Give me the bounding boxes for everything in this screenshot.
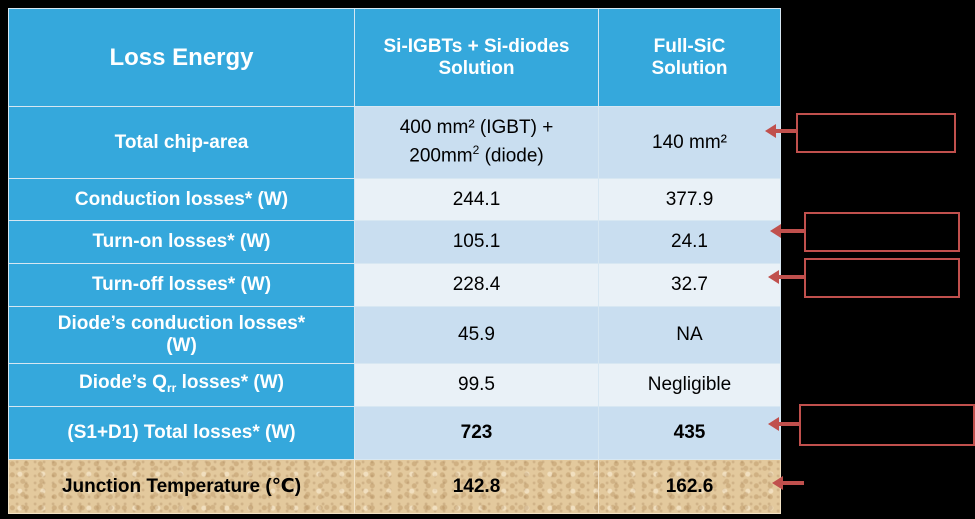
table-row: Turn-off losses* (W) 228.4 32.7 [8,263,781,307]
sic-value: NA [598,306,781,364]
si-value: 228.4 [354,263,599,307]
header-row: Loss Energy Si-IGBTs + Si-diodes Solutio… [8,8,781,107]
arrow-icon [772,476,804,490]
callout-box [804,258,960,298]
si-value: 723 [354,406,599,460]
row-label: Turn-on losses* (W) [8,220,355,264]
si-value: 99.5 [354,363,599,407]
header-si-line1: Si-IGBTs + Si-diodes [383,35,570,57]
si-value: 400 mm² (IGBT) + 200mm2 (diode) [354,106,599,179]
arrow-icon [768,270,805,284]
arrow-icon [770,224,805,238]
callout-box [799,404,975,446]
callout-box [804,212,960,252]
si-value: 244.1 [354,178,599,221]
si-value-line2: 200mm2 (diode) [359,139,594,167]
si-value-part: (diode) [479,145,544,167]
row-label: Junction Temperature (℃) [8,459,355,514]
header-si-line2: Solution [438,57,515,79]
row-label: Turn-off losses* (W) [8,263,355,307]
arrow-icon [765,124,797,138]
table-row: Total chip-area 400 mm² (IGBT) + 200mm2 … [8,106,781,179]
si-value-part: 200mm [409,145,473,167]
si-value-line1: 400 mm² (IGBT) + [399,117,554,139]
sic-value: 140 mm² [598,106,781,179]
sic-value: 24.1 [598,220,781,264]
row-label: Diode’s Qrr losses* (W) [8,363,355,407]
sic-value: 377.9 [598,178,781,221]
si-value: 45.9 [354,306,599,364]
arrow-icon [768,417,800,431]
table-row: (S1+D1) Total losses* (W) 723 435 [8,406,781,460]
table-row: Conduction losses* (W) 244.1 377.9 [8,178,781,221]
subscript: rr [166,380,177,395]
row-label-line1: Diode’s conduction losses* [57,313,306,334]
si-value: 105.1 [354,220,599,264]
superscript: 2 [472,143,480,158]
table-row: Turn-on losses* (W) 105.1 24.1 [8,220,781,264]
sic-value: Negligible [598,363,781,407]
label-part: losses* (W) [176,371,285,393]
row-label: Total chip-area [8,106,355,179]
header-sic-line1: Full-SiC [653,35,726,57]
row-label-line2: (W) [166,335,197,356]
row-label: Diode’s conduction losses* (W) [8,306,355,364]
sic-value: 435 [598,406,781,460]
row-label: Conduction losses* (W) [8,178,355,221]
header-sic-solution: Full-SiC Solution [598,8,781,107]
sic-value: 32.7 [598,263,781,307]
loss-energy-table: Loss Energy Si-IGBTs + Si-diodes Solutio… [8,8,781,514]
header-si-solution: Si-IGBTs + Si-diodes Solution [354,8,599,107]
header-sic-line2: Solution [651,57,728,79]
callout-box [796,113,956,153]
si-value: 142.8 [354,459,599,514]
row-label: (S1+D1) Total losses* (W) [8,406,355,460]
sic-value: 162.6 [598,459,781,514]
header-loss-energy: Loss Energy [8,8,355,107]
table-row: Diode’s Qrr losses* (W) 99.5 Negligible [8,363,781,407]
table-row: Diode’s conduction losses* (W) 45.9 NA [8,306,781,364]
table-row: Junction Temperature (℃) 142.8 162.6 [8,459,781,514]
label-part: Diode’s Q [78,371,167,393]
